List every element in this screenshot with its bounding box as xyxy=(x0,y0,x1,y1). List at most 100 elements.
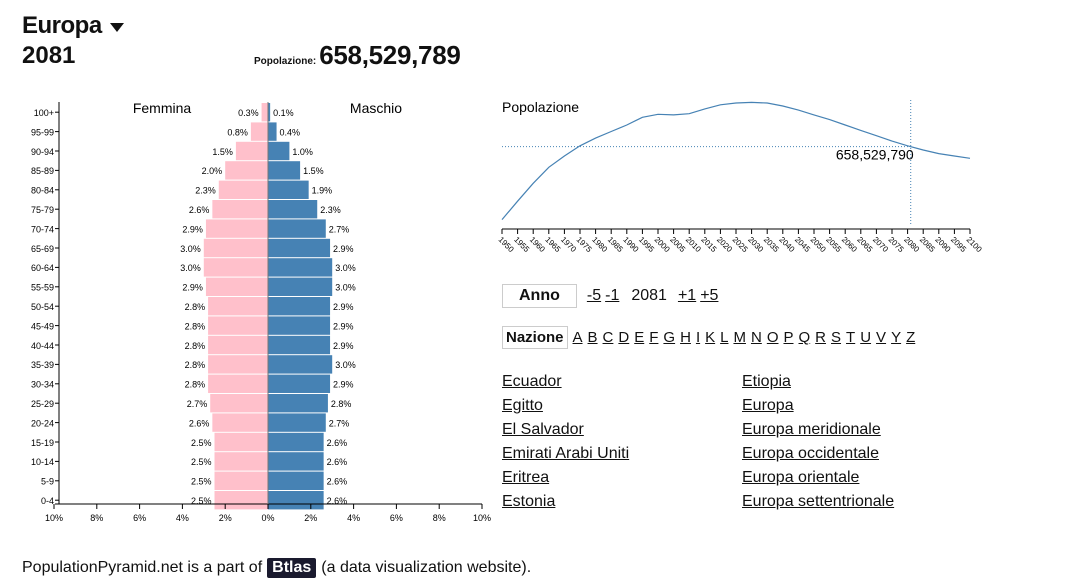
female-value-label: 2.6% xyxy=(189,418,210,428)
letter-link-c[interactable]: C xyxy=(602,329,614,346)
population-pyramid-chart: Femmina Maschio 0.3% 0.1% 100+ 0.8% 0.4% 95-99 1… xyxy=(31,100,491,523)
female-value-label: 2.8% xyxy=(185,321,206,331)
year-minus-5-link[interactable]: -5 xyxy=(586,287,602,304)
country-link[interactable]: Europa occidentale xyxy=(742,445,879,462)
year-plus-5-link[interactable]: +5 xyxy=(700,287,719,304)
female-value-label: 3.0% xyxy=(180,263,201,273)
female-value-label: 3.0% xyxy=(180,244,201,254)
population-label: Popolazione: xyxy=(254,56,317,67)
letter-link-z[interactable]: Z xyxy=(906,329,916,346)
male-value-label: 2.9% xyxy=(333,380,354,390)
line-x-tick-label: 2095 xyxy=(949,235,968,254)
letter-link-t[interactable]: T xyxy=(846,329,856,346)
male-bar-60-64 xyxy=(268,258,333,277)
country-link[interactable]: Europa settentrionale xyxy=(742,493,895,510)
letter-link-r[interactable]: R xyxy=(815,329,827,346)
letter-link-g[interactable]: G xyxy=(663,329,676,346)
male-value-label: 1.9% xyxy=(312,186,333,196)
line-x-tick-label: 2050 xyxy=(809,235,828,254)
region-name: Europa xyxy=(22,12,102,39)
female-bar-85-89 xyxy=(225,161,268,180)
age-group-label: 30-34 xyxy=(31,380,54,390)
female-value-label: 2.5% xyxy=(191,477,212,487)
country-link[interactable]: Eritrea xyxy=(502,469,550,486)
line-x-tick-label: 2090 xyxy=(933,235,952,254)
line-x-tick-label: 2080 xyxy=(902,235,921,254)
year-plus-1-link[interactable]: +1 xyxy=(677,287,697,304)
letter-link-y[interactable]: Y xyxy=(891,329,902,346)
female-value-label: 0.3% xyxy=(238,108,259,118)
age-group-label: 95-99 xyxy=(31,127,54,137)
country-link[interactable]: Egitto xyxy=(502,397,543,414)
female-bar-95-99 xyxy=(250,122,268,141)
letter-link-k[interactable]: K xyxy=(705,329,716,346)
country-link[interactable]: Emirati Arabi Uniti xyxy=(502,445,630,462)
line-x-tick-label: 1950 xyxy=(497,235,516,254)
country-link[interactable]: Etiopia xyxy=(742,373,791,390)
letter-link-m[interactable]: M xyxy=(733,329,746,346)
male-bar-0-4 xyxy=(268,491,324,510)
region-selector[interactable]: Europa xyxy=(22,12,124,40)
footer: PopulationPyramid.net is a part of Btlas… xyxy=(22,558,531,578)
age-group-label: 90-94 xyxy=(31,147,54,157)
x-tick-label: 2% xyxy=(304,513,317,523)
letter-link-o[interactable]: O xyxy=(766,329,779,346)
letter-link-e[interactable]: E xyxy=(634,329,645,346)
letter-link-p[interactable]: P xyxy=(783,329,794,346)
country-link[interactable]: Ecuador xyxy=(502,373,562,390)
letter-link-q[interactable]: Q xyxy=(798,329,811,346)
letter-link-f[interactable]: F xyxy=(649,329,659,346)
country-link[interactable]: Europa meridionale xyxy=(742,421,881,438)
footer-text-post: (a data visualization website). xyxy=(321,559,532,576)
female-value-label: 2.6% xyxy=(189,205,210,215)
female-value-label: 2.8% xyxy=(185,341,206,351)
x-tick-label: 6% xyxy=(390,513,403,523)
country-link[interactable]: El Salvador xyxy=(502,421,584,438)
letter-link-v[interactable]: V xyxy=(876,329,887,346)
x-tick-label: 10% xyxy=(45,513,63,523)
age-group-label: 65-69 xyxy=(31,244,54,254)
chevron-down-icon[interactable] xyxy=(109,23,124,32)
letter-link-s[interactable]: S xyxy=(831,329,842,346)
male-value-label: 2.8% xyxy=(331,399,352,409)
country-link[interactable]: Europa orientale xyxy=(742,469,860,486)
x-tick-label: 8% xyxy=(90,513,103,523)
x-tick-label: 6% xyxy=(133,513,146,523)
line-x-tick-label: 2020 xyxy=(715,235,734,254)
female-bar-70-74 xyxy=(205,219,268,238)
brand-link[interactable]: Btlas xyxy=(267,558,317,578)
letter-link-b[interactable]: B xyxy=(587,329,598,346)
population-line xyxy=(501,101,971,220)
letter-link-h[interactable]: H xyxy=(680,329,691,346)
letter-link-l[interactable]: L xyxy=(720,329,729,346)
female-value-label: 2.5% xyxy=(191,438,212,448)
male-value-label: 0.1% xyxy=(273,108,294,118)
x-tick-label: 10% xyxy=(473,513,491,523)
line-chart-title: Popolazione xyxy=(502,99,579,115)
age-group-label: 20-24 xyxy=(31,418,54,428)
letter-link-a[interactable]: A xyxy=(572,329,583,346)
male-bar-100+ xyxy=(268,103,271,122)
x-tick-label: 4% xyxy=(176,513,189,523)
letter-link-i[interactable]: I xyxy=(695,329,701,346)
male-bar-75-79 xyxy=(268,200,318,219)
age-group-label: 15-19 xyxy=(31,438,54,448)
male-bar-35-39 xyxy=(268,355,333,374)
letter-link-u[interactable]: U xyxy=(860,329,872,346)
male-value-label: 3.0% xyxy=(335,263,356,273)
line-x-tick-label: 2015 xyxy=(699,235,718,254)
letter-link-d[interactable]: D xyxy=(618,329,630,346)
age-group-label: 70-74 xyxy=(31,224,54,234)
male-bar-90-94 xyxy=(268,141,290,161)
male-value-label: 2.7% xyxy=(329,418,350,428)
x-tick-label: 4% xyxy=(347,513,360,523)
year-minus-1-link[interactable]: -1 xyxy=(605,287,620,304)
male-bar-5-9 xyxy=(268,471,324,490)
country-link[interactable]: Estonia xyxy=(502,493,556,510)
country-link[interactable]: Europa xyxy=(742,397,794,414)
letter-link-n[interactable]: N xyxy=(750,329,762,346)
region-dropdown[interactable]: Europa xyxy=(22,12,124,40)
age-group-label: 10-14 xyxy=(31,457,54,467)
line-x-tick-label: 2035 xyxy=(762,235,781,254)
